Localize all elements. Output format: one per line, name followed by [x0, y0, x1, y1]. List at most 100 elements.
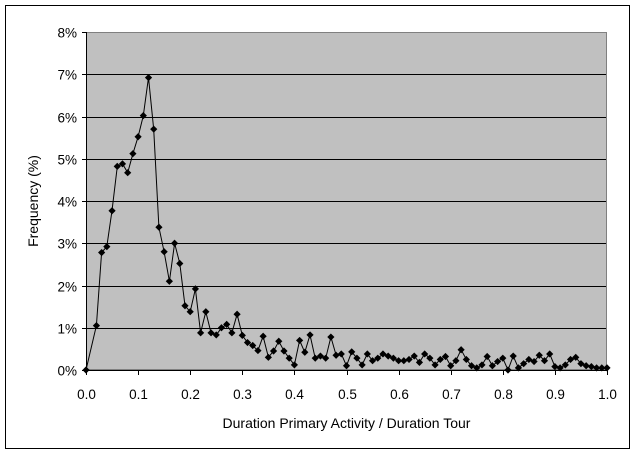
data-point-marker: [603, 364, 611, 372]
data-point-marker: [275, 337, 283, 345]
data-point-marker: [462, 355, 470, 364]
data-point-marker: [473, 364, 481, 372]
data-point-marker: [170, 239, 179, 247]
data-point-marker: [249, 341, 257, 350]
data-point-marker: [368, 357, 377, 365]
data-point-marker: [587, 363, 595, 371]
data-point-marker: [493, 357, 502, 366]
data-point-marker: [280, 347, 288, 355]
data-point-marker: [598, 364, 606, 372]
data-point-marker: [269, 347, 278, 355]
data-point-marker: [259, 332, 267, 340]
data-point-marker: [191, 285, 200, 293]
y-tick-label: 5%: [57, 153, 77, 168]
data-point-marker: [181, 302, 189, 310]
data-point-marker: [212, 331, 220, 339]
data-point-marker: [332, 351, 340, 359]
y-tick-label: 0%: [57, 364, 77, 379]
y-tick-label: 8%: [57, 26, 77, 41]
data-point-marker: [483, 352, 491, 361]
data-point-marker: [389, 354, 397, 362]
data-point-marker: [400, 357, 408, 365]
data-point-marker: [113, 162, 121, 170]
data-point-marker: [395, 357, 403, 365]
y-axis-title: Frequency (%): [25, 155, 41, 247]
data-point-marker: [415, 358, 424, 366]
data-point-marker: [98, 248, 106, 257]
data-point-marker: [592, 364, 601, 372]
data-point-marker: [525, 355, 533, 364]
data-point-marker: [582, 362, 590, 370]
y-tick-label: 4%: [57, 195, 77, 210]
data-point-marker: [447, 362, 455, 370]
series-line: [85, 77, 607, 372]
x-tick-label: 0.3: [233, 387, 252, 402]
data-point-marker: [509, 352, 517, 360]
data-point-marker: [535, 351, 543, 359]
data-point-marker: [301, 348, 309, 356]
data-point-marker: [202, 308, 210, 316]
data-point-marker: [348, 348, 356, 356]
x-tick-label: 0.9: [546, 387, 565, 402]
data-point-marker: [457, 346, 465, 354]
data-point-marker: [129, 150, 137, 158]
data-point-marker: [197, 329, 205, 337]
y-tick-label: 3%: [57, 237, 77, 252]
data-point-marker: [165, 277, 173, 285]
data-point-marker: [478, 361, 486, 369]
x-tick-label: 0.8: [494, 387, 513, 402]
data-point-marker: [546, 350, 554, 358]
data-point-marker: [488, 362, 496, 370]
data-point-marker: [452, 357, 460, 365]
data-point-marker: [296, 336, 304, 345]
data-point-marker: [379, 350, 387, 358]
x-tick-label: 0.6: [390, 387, 409, 402]
data-point-marker: [254, 346, 262, 355]
data-point-marker: [540, 357, 549, 365]
data-point-marker: [92, 322, 101, 330]
data-point-marker: [436, 355, 444, 364]
data-point-marker: [374, 354, 382, 362]
data-point-marker: [322, 354, 330, 362]
y-tick-label: 7%: [57, 68, 77, 83]
data-point-marker: [384, 352, 392, 360]
data-point-marker: [160, 248, 168, 256]
data-point-marker: [306, 331, 314, 339]
data-point-marker: [118, 160, 127, 168]
y-tick-label: 2%: [57, 280, 77, 295]
x-tick-label: 0.4: [285, 387, 304, 402]
data-point-marker: [327, 333, 335, 341]
data-point-marker: [155, 223, 163, 231]
data-point-marker: [228, 329, 236, 337]
y-tick-label: 1%: [57, 322, 77, 337]
data-point-marker: [186, 308, 194, 316]
data-point-marker: [353, 354, 361, 362]
data-point-marker: [134, 133, 142, 141]
data-point-marker: [421, 350, 429, 358]
data-point-marker: [124, 169, 132, 177]
data-point-marker: [233, 310, 241, 318]
data-point-marker: [499, 354, 507, 362]
x-tick-label: 0.1: [129, 387, 148, 402]
data-point-marker: [405, 355, 413, 364]
data-point-marker: [556, 364, 564, 372]
data-point-marker: [150, 125, 158, 133]
data-point-marker: [311, 354, 319, 362]
data-point-marker: [217, 324, 226, 332]
x-tick-label: 0.2: [181, 387, 200, 402]
data-point-marker: [572, 353, 580, 361]
data-point-marker: [441, 352, 450, 361]
data-point-marker: [108, 207, 116, 215]
data-point-marker: [144, 74, 153, 82]
data-point-marker: [342, 362, 351, 370]
data-point-marker: [139, 112, 147, 120]
data-point-marker: [431, 361, 439, 369]
data-point-marker: [243, 338, 252, 347]
data-point-marker: [176, 259, 184, 268]
data-point-marker: [426, 354, 434, 362]
data-point-marker: [514, 364, 523, 372]
data-point-marker: [520, 360, 528, 368]
data-point-marker: [290, 361, 298, 369]
data-point-marker: [337, 350, 345, 358]
data-point-marker: [530, 357, 538, 366]
